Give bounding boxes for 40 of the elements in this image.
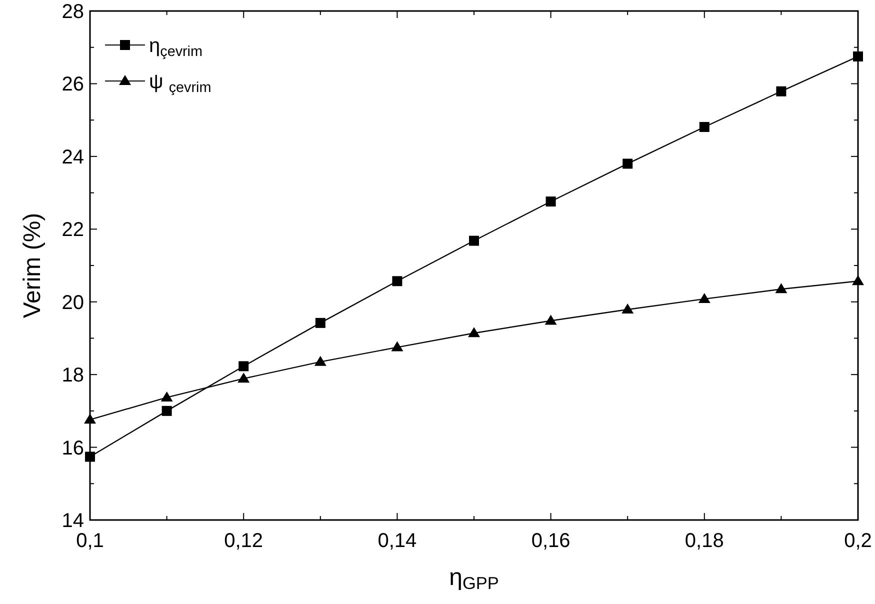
y-axis-title: Verim (%) [19,212,46,318]
point [391,341,404,352]
x-tick-label: 0,16 [531,530,570,552]
point [392,276,402,286]
legend-label: η$_{çevrim}$ [149,35,203,60]
y-tick-label: 16 [62,437,84,460]
point [238,361,249,372]
point [85,452,95,462]
point [776,86,786,96]
point [84,414,96,424]
point [698,292,710,303]
y-tick-label: 20 [62,292,84,314]
point [544,314,557,325]
x-tick-label: 0,1 [76,530,104,552]
point [160,391,173,402]
x-tick-label: 0,14 [378,530,417,552]
point [853,51,863,62]
point [699,122,710,132]
point [238,372,250,383]
legend-label: ψ $_{çevrim}$ [149,71,212,96]
point [468,327,480,338]
point [622,303,634,314]
point [775,283,788,294]
x-tick-label: 0,18 [684,530,724,552]
point [315,318,326,328]
point [469,236,479,246]
point [622,158,633,169]
y-tick-label: 22 [62,219,84,242]
point [314,356,326,366]
x-tick-label: 0,12 [224,530,264,552]
y-tick-label: 26 [62,74,84,96]
y-tick-label: 14 [62,510,84,532]
x-tick-label: 0,2 [844,530,872,552]
y-tick-label: 24 [62,146,84,168]
x-axis-title: η$_{GPP}$ [449,564,499,594]
point [546,196,556,207]
y-tick-label: 18 [62,364,84,387]
point [162,406,172,416]
y-tick-label: 28 [62,1,84,23]
point [852,275,864,286]
